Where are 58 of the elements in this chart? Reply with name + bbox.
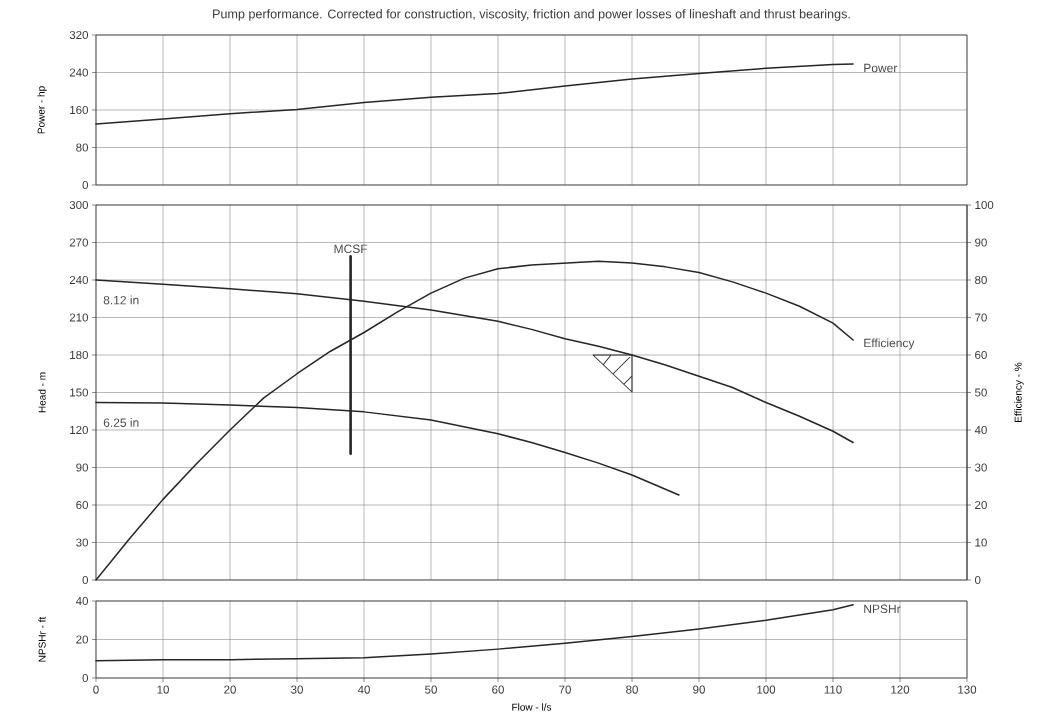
y-tick-label: 40 — [75, 596, 89, 606]
y-tick-label: 300 — [69, 200, 89, 210]
y2-tick-label: 60 — [975, 350, 987, 360]
x-tick-label: 80 — [626, 685, 638, 694]
y2-tick-label: 0 — [975, 575, 981, 585]
y2-tick-label: 20 — [975, 500, 987, 510]
y-tick-label: 240 — [69, 275, 89, 285]
y-tick-label: 0 — [82, 180, 89, 190]
y-axis-title: Head - m — [38, 372, 46, 413]
y-tick-label: 20 — [76, 635, 89, 644]
x-tick-label: 100 — [757, 685, 776, 694]
chart-title: Pump performance. Corrected for construction, viscosity, friction and power losses of lineshaft and thrust bearings. — [213, 9, 850, 21]
y-axis-title: NPSHr - ft — [38, 616, 46, 662]
x-axis-title: Flow - l/s — [512, 703, 552, 711]
x-tick-label: 130 — [958, 685, 977, 694]
series-label: Efficiency — [864, 338, 915, 350]
y-tick-label: 90 — [76, 463, 89, 472]
y2-tick-label: 80 — [975, 275, 987, 285]
x-tick-label: 30 — [291, 685, 303, 694]
y-tick-label: 210 — [69, 313, 89, 322]
y-tick-label: 0 — [82, 575, 89, 585]
x-tick-label: 60 — [492, 685, 504, 694]
series-label: NPSHr — [864, 604, 901, 614]
y-axis-title: Power - hp — [37, 86, 47, 134]
y-tick-label: 80 — [76, 143, 89, 152]
x-tick-label: 110 — [824, 685, 842, 694]
y-tick-label: 30 — [76, 538, 89, 547]
y2-tick-label: 40 — [974, 425, 987, 435]
y-tick-label: 180 — [70, 350, 89, 360]
y-tick-label: 0 — [82, 673, 89, 683]
y2-tick-label: 50 — [975, 388, 987, 397]
y2-tick-label: 70 — [975, 313, 987, 322]
line-series — [95, 604, 854, 662]
x-tick-label: 50 — [425, 685, 437, 694]
y2-axis-title: Efficiency - % — [1014, 362, 1024, 422]
x-tick-label: 70 — [559, 685, 571, 694]
y2-tick-label: 100 — [975, 200, 994, 210]
series-label: Power — [864, 63, 898, 73]
y-tick-label: 150 — [70, 388, 89, 397]
series-label: 6.25 in — [103, 418, 139, 427]
x-tick-label: 0 — [93, 685, 99, 694]
y-tick-label: 120 — [70, 425, 89, 435]
y-tick-label: 240 — [69, 68, 89, 77]
y-tick-label: 60 — [76, 500, 89, 510]
x-tick-label: 120 — [891, 685, 910, 694]
series-label: 8.12 in — [103, 295, 139, 305]
y2-tick-label: 30 — [974, 463, 987, 472]
series-label: MCSF — [334, 244, 368, 254]
y-tick-label: 160 — [70, 105, 89, 115]
x-tick-label: 40 — [357, 685, 370, 694]
x-tick-label: 20 — [224, 685, 236, 694]
y2-tick-label: 90 — [975, 238, 987, 247]
x-tick-label: 90 — [693, 685, 705, 694]
y-tick-label: 270 — [69, 238, 89, 247]
line-series — [95, 63, 854, 125]
y2-tick-label: 10 — [975, 538, 987, 547]
y-tick-label: 320 — [69, 30, 89, 40]
x-tick-label: 10 — [157, 685, 169, 694]
